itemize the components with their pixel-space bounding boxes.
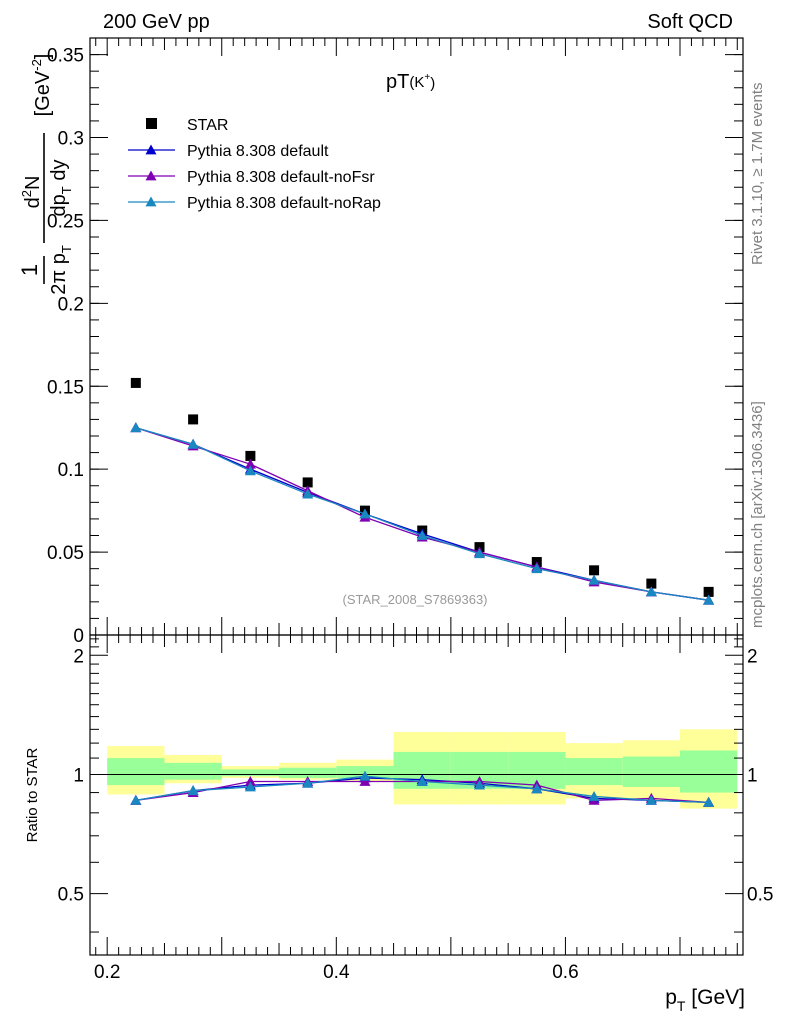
svg-text:d2N: d2N bbox=[19, 176, 44, 209]
ratio-2-point-7 bbox=[531, 783, 543, 794]
svg-text:dpT dy: dpT dy bbox=[48, 160, 74, 217]
upper-ytick-label: 0.1 bbox=[58, 460, 84, 481]
legend-marker-3 bbox=[145, 196, 157, 207]
series-3-point-1 bbox=[187, 438, 199, 449]
ratio-band-green-3 bbox=[279, 767, 337, 778]
ratio-lines bbox=[130, 770, 715, 807]
ratio-ytick-label-right: 0.5 bbox=[747, 885, 773, 906]
upper-ytick-label: 0.2 bbox=[58, 294, 84, 315]
series-3-point-7 bbox=[531, 563, 543, 574]
header-left: 200 GeV pp bbox=[103, 11, 210, 33]
ratio-1-point-4 bbox=[359, 775, 371, 786]
upper-y-axis-label: 1 2π pT d2N dpT dy [GeV-2] bbox=[17, 54, 74, 295]
star-point-3 bbox=[302, 477, 313, 488]
star-point-1 bbox=[188, 414, 199, 425]
upper-ytick-label: 0.25 bbox=[47, 211, 84, 232]
x-tick-label: 0.6 bbox=[552, 962, 578, 983]
series-2-point-2 bbox=[244, 458, 256, 469]
svg-text:2π pT: 2π pT bbox=[48, 245, 74, 295]
ratio-2-point-6 bbox=[474, 779, 486, 790]
ratio-ytick-label-right: 1 bbox=[747, 765, 758, 786]
legend: STAR Pythia 8.308 default Pythia 8.308 def… bbox=[128, 117, 381, 212]
header-right: Soft QCD bbox=[647, 11, 733, 33]
star-point-9 bbox=[646, 578, 657, 589]
series-3-point-5 bbox=[416, 530, 428, 540]
series-line-1 bbox=[135, 427, 709, 601]
ratio-ytick-label-right: 2 bbox=[747, 646, 758, 667]
star-point-0 bbox=[130, 377, 141, 388]
series-3-point-4 bbox=[359, 508, 371, 519]
ratio-2-point-0 bbox=[130, 794, 142, 805]
series-3-point-9 bbox=[645, 586, 657, 597]
upper-ytick-label: 0.3 bbox=[58, 129, 84, 150]
ratio-2-point-8 bbox=[588, 790, 600, 801]
series-line-2 bbox=[135, 427, 709, 601]
ratio-band-green-9 bbox=[622, 756, 680, 787]
legend-marker-star bbox=[146, 118, 157, 129]
series-3-point-10 bbox=[703, 594, 715, 605]
upper-ytick-label: 0.35 bbox=[47, 46, 84, 67]
legend-marker-1 bbox=[145, 144, 157, 155]
legend-label-1: Pythia 8.308 default bbox=[187, 143, 329, 160]
series-line-3 bbox=[135, 427, 709, 601]
legend-label-2: Pythia 8.308 default-noFsr bbox=[187, 169, 375, 186]
star-point-8 bbox=[589, 565, 600, 576]
svg-text:1: 1 bbox=[17, 264, 42, 276]
legend-marker-2 bbox=[145, 170, 157, 181]
analysis-watermark: (STAR_2008_S7869363) bbox=[342, 592, 487, 607]
plot-title: pT(K+) bbox=[386, 71, 435, 93]
ratio-band-green-2 bbox=[221, 769, 280, 777]
star-point-10 bbox=[703, 586, 714, 597]
ratio-2-point-4 bbox=[359, 770, 371, 781]
series-3-point-0 bbox=[130, 422, 142, 433]
rivet-version-label: Rivet 3.1.10, ≥ 1.7M events bbox=[749, 83, 766, 266]
axis-ticks: 0 0.05 0.1 0.15 0.2 0.25 0.3 0.35 0.2 0.4 0.6 0.5 0.… bbox=[47, 37, 773, 983]
ratio-band-green-8 bbox=[565, 758, 623, 786]
ratio-bands bbox=[90, 729, 743, 809]
x-axis-label: pT [GeV] bbox=[665, 986, 745, 1014]
mcplots-credit-label: mcplots.cern.ch [arXiv:1306.3436] bbox=[749, 401, 766, 628]
legend-label-0: STAR bbox=[187, 117, 228, 134]
ratio-band-green-10 bbox=[679, 750, 738, 793]
x-tick-label: 0.2 bbox=[94, 962, 120, 983]
ratio-2-point-1 bbox=[187, 785, 199, 796]
ratio-ytick-label-left: 0.5 bbox=[58, 885, 84, 906]
ratio-2-point-9 bbox=[645, 794, 657, 805]
upper-ytick-label: 0.15 bbox=[47, 377, 84, 398]
ratio-2-point-2 bbox=[244, 781, 256, 792]
ratio-2-point-3 bbox=[302, 777, 314, 788]
ratio-1-point-2 bbox=[244, 775, 256, 786]
legend-label-3: Pythia 8.308 default-noRap bbox=[187, 195, 381, 212]
series-3-point-6 bbox=[474, 548, 486, 559]
star-point-2 bbox=[245, 450, 256, 461]
series-3-point-2 bbox=[244, 465, 256, 476]
upper-ytick-label: 0 bbox=[73, 626, 84, 647]
main-series bbox=[130, 377, 715, 605]
ratio-2-point-10 bbox=[703, 796, 715, 807]
upper-ytick-label: 0.05 bbox=[47, 543, 84, 564]
series-3-point-3 bbox=[302, 488, 314, 499]
ratio-2-point-5 bbox=[416, 775, 428, 786]
ratio-ytick-label-left: 2 bbox=[73, 646, 84, 667]
ratio-band-green-0 bbox=[107, 758, 165, 786]
ratio-ytick-label-left: 1 bbox=[73, 765, 84, 786]
x-tick-label: 0.4 bbox=[323, 962, 350, 983]
series-3-point-8 bbox=[588, 574, 600, 585]
ratio-band-green-1 bbox=[164, 762, 222, 780]
ratio-y-axis-label: Ratio to STAR bbox=[24, 747, 41, 842]
